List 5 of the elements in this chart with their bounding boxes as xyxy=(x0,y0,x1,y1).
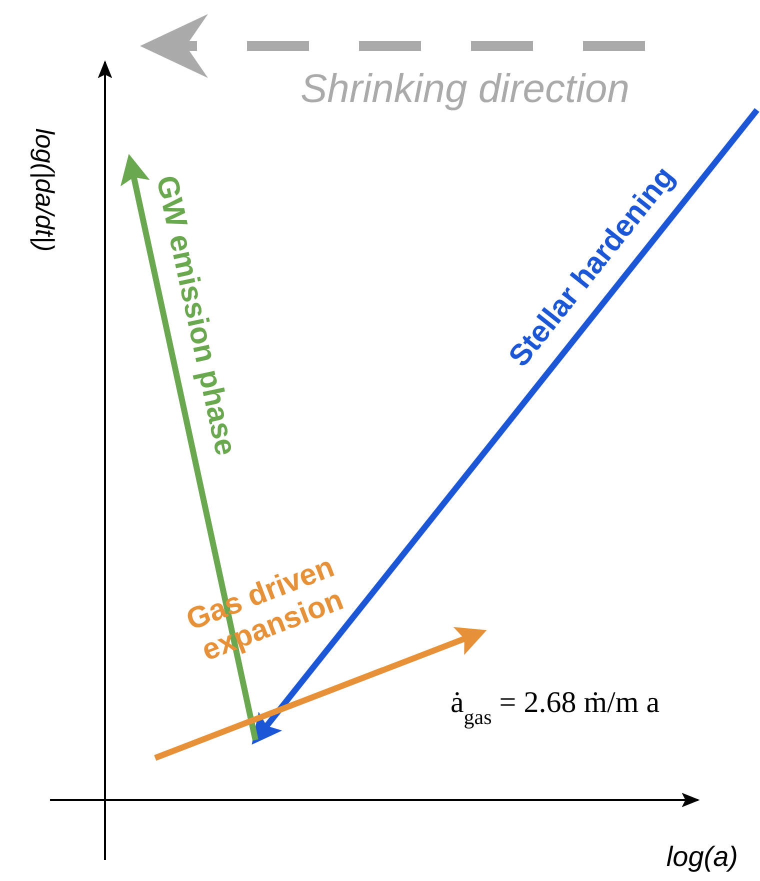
x-axis-title: log(a) xyxy=(666,841,738,872)
annotation: ȧ$_{gas}$ = 2.68 ṁ/m a xyxy=(450,686,660,729)
annotation: Shrinking direction xyxy=(300,67,630,111)
text: GW emission phase xyxy=(150,172,242,458)
y-axis-title: log(|da/dt|) xyxy=(30,128,60,252)
